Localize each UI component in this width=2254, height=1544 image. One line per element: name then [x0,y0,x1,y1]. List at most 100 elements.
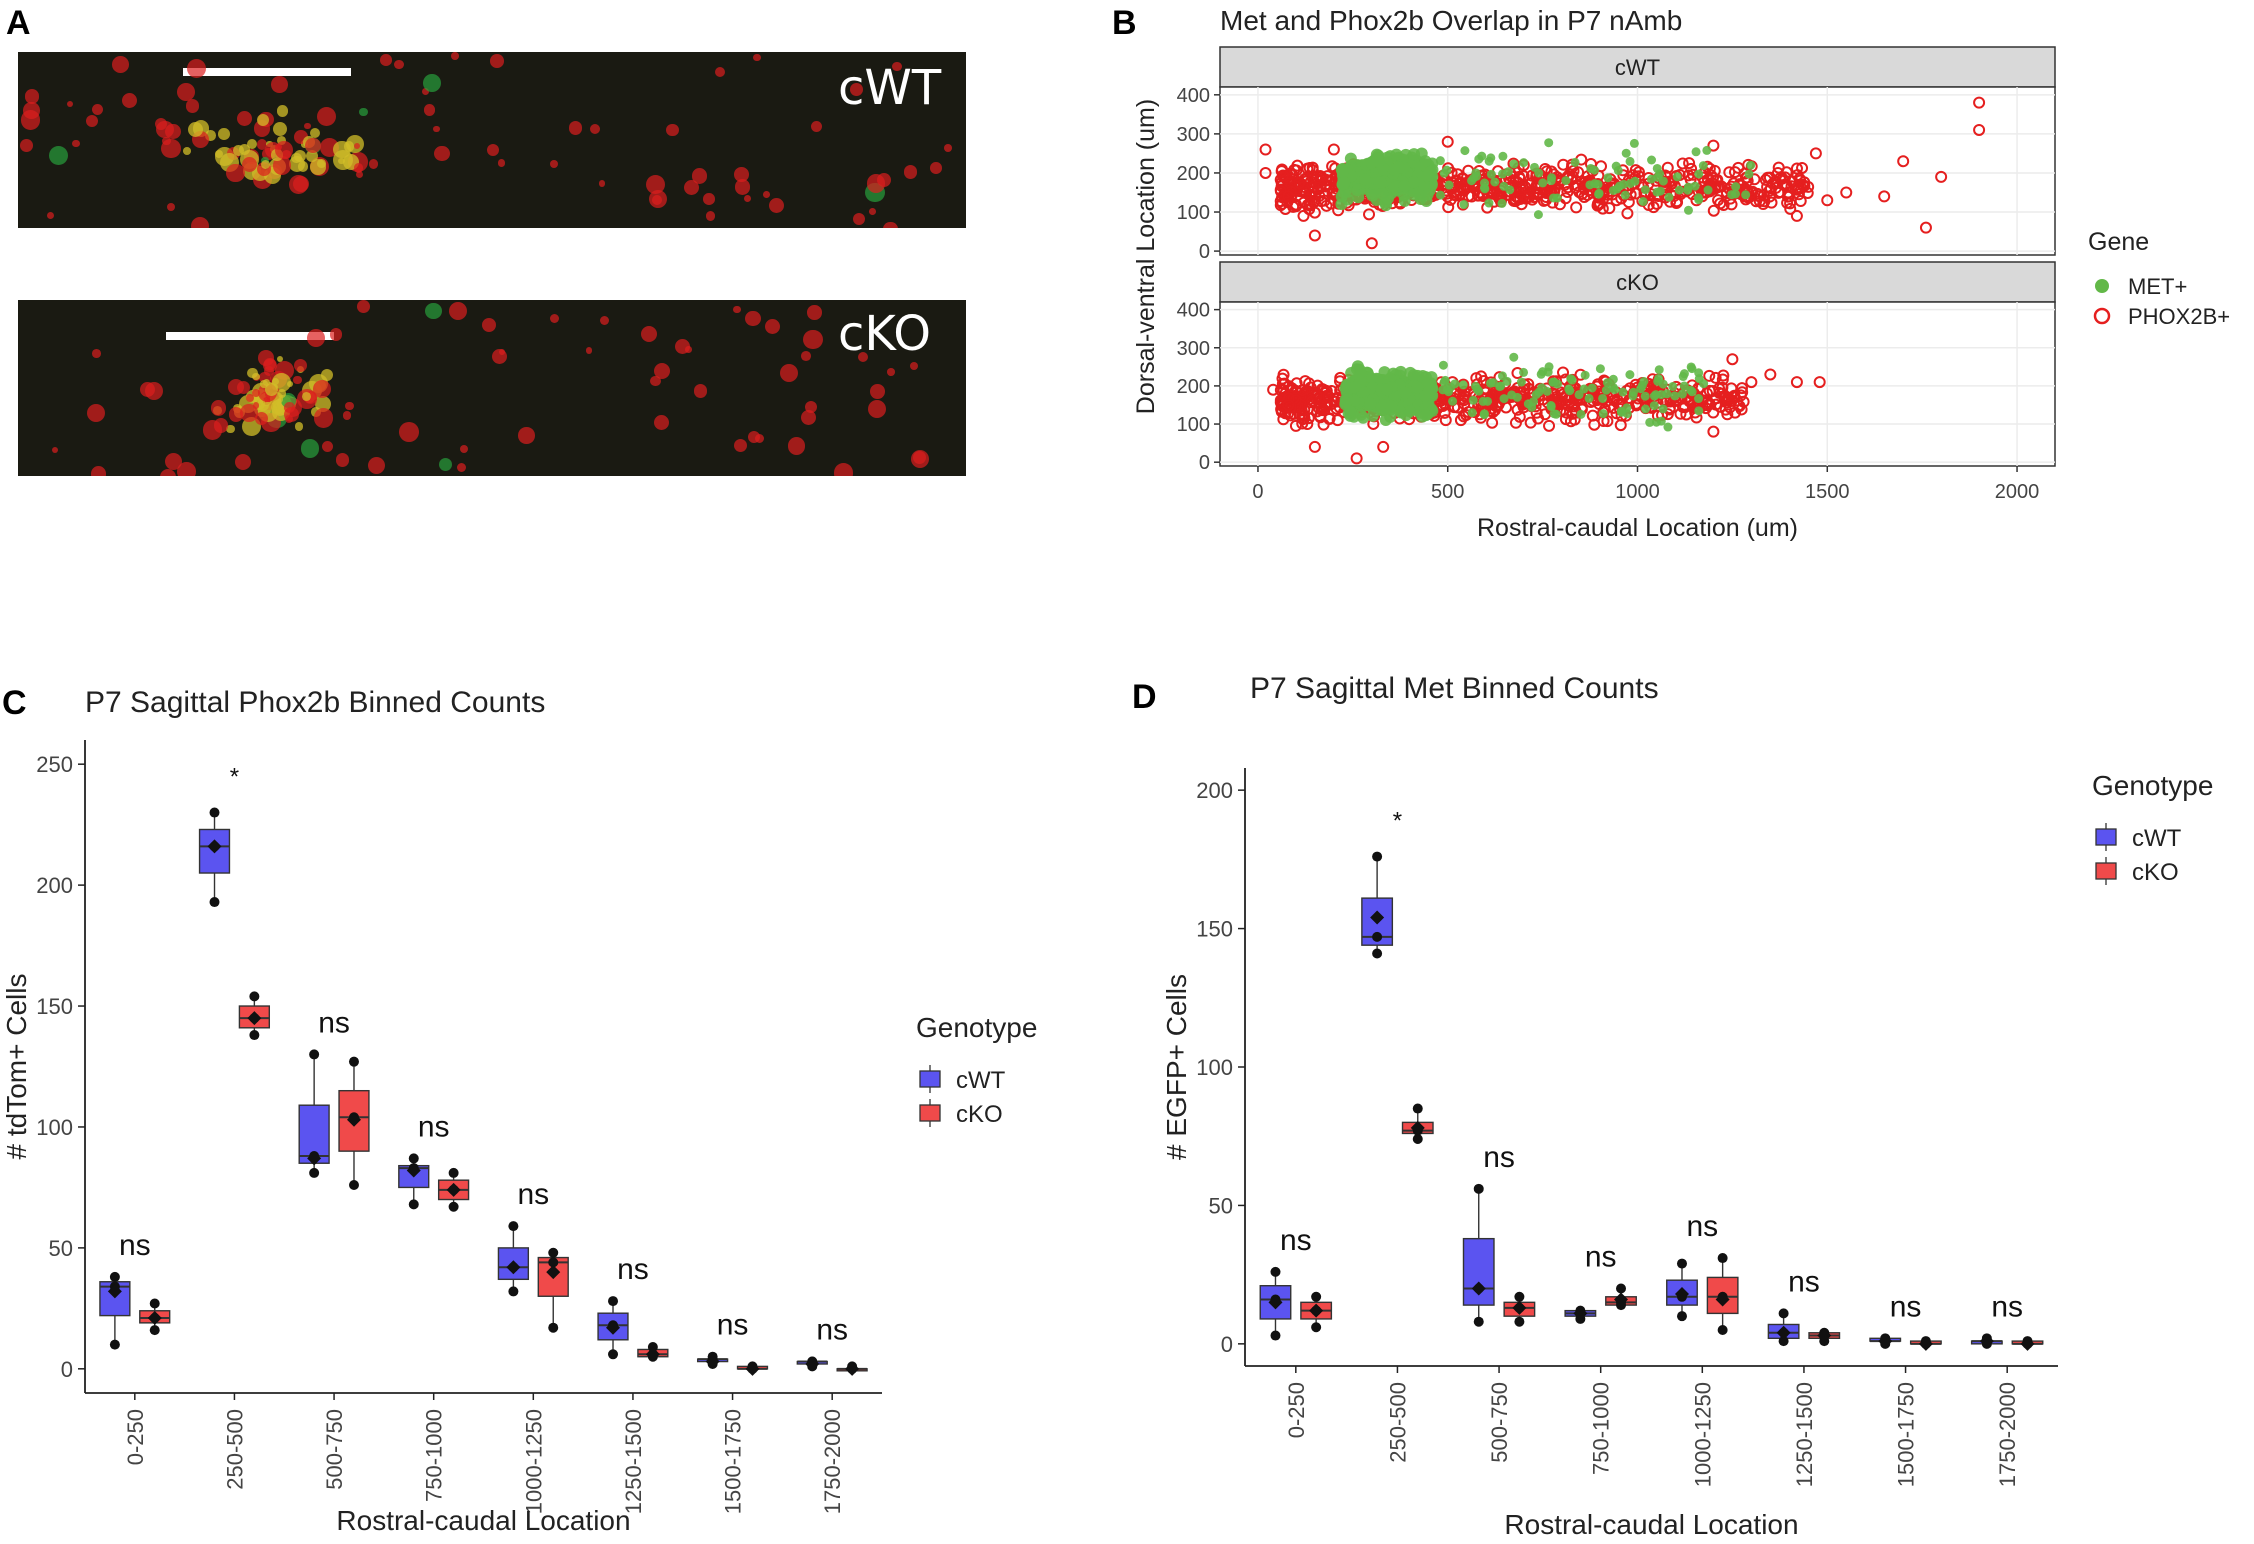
phox2b-point [1451,168,1464,181]
phox2b-point [1377,440,1390,453]
cell-blob [869,384,885,400]
cell-blob [237,381,251,395]
y-tick-label: 0 [1199,241,1210,263]
phox2b-point [1519,181,1532,194]
phox2b-point [1725,198,1738,211]
cell-blob [226,424,235,434]
cell-blob [568,121,583,135]
cell-blob [210,400,226,416]
met-point [1523,399,1533,409]
x-tick-label: 2000 [1995,481,2040,503]
met-point [1497,198,1507,208]
significance-label: ns [1788,1265,1820,1298]
phox2b-point [1363,208,1376,221]
met-point [1477,151,1487,161]
legend-phox-marker [2093,307,2111,325]
mean-marker [1776,1325,1791,1340]
cell-blob [811,121,823,133]
data-point [209,807,220,818]
phox2b-point [1566,170,1579,183]
met-point [1364,397,1377,410]
met-point [1663,422,1673,432]
phox2b-point [1365,237,1378,250]
cell-blob [645,174,665,194]
data-point [1514,1291,1525,1302]
met-point [1625,156,1635,166]
phox2b-point [1306,161,1319,174]
phox2b-point [1318,194,1331,207]
phox2b-point [1784,202,1797,215]
met-point [1366,189,1379,202]
met-point [1344,152,1357,165]
mean-marker [745,1361,760,1376]
phox2b-point [1301,418,1314,431]
phox2b-point [1289,419,1302,432]
cell-blob [313,408,334,429]
met-point [1357,411,1370,424]
met-point [1656,416,1666,426]
cell-blob [892,62,902,72]
met-point [1598,409,1608,419]
phox2b-point [1661,408,1674,421]
cell-blob [245,393,254,402]
data-point [1616,1283,1627,1294]
cell-blob [550,313,560,323]
cell-blob [903,165,918,180]
cell-blob [156,120,174,138]
met-point [1440,375,1450,385]
y-tick-label: 200 [1177,376,1210,398]
phox2b-point [1441,135,1454,148]
cell-blob [20,110,41,130]
phox2b-point [1543,419,1556,432]
met-point [1420,409,1433,422]
phox2b-point [1973,123,1986,136]
phox2b-point [1717,369,1730,382]
mean-marker [1471,1281,1486,1296]
phox2b-point [1763,184,1776,197]
met-point [1444,180,1454,190]
panel-letter: C [2,684,27,722]
x-tick-label: 1500-1750 [1894,1382,1919,1487]
x-tick-label: 1750-2000 [1995,1382,2020,1487]
mean-marker [1674,1287,1689,1302]
data-point [448,1201,459,1212]
cell-blob [236,110,252,126]
phox2b-point [1509,416,1522,429]
met-point [1610,385,1620,395]
cell-blob [448,301,468,320]
met-point [1365,156,1378,169]
significance-label: ns [617,1253,649,1286]
cell-blob [185,99,200,113]
facet-strip [1219,261,2056,303]
met-point [1519,158,1529,168]
met-point [1620,190,1630,200]
met-point [1601,385,1611,395]
phox2b-point [1350,452,1363,465]
mean-marker [1979,1334,1994,1349]
phox2b-point [1840,186,1853,199]
met-point [1467,408,1477,418]
cell-blob [801,351,812,362]
data-point [1778,1336,1789,1347]
cell-blob [768,197,785,214]
cell-blob [283,406,299,422]
cell-blob [307,329,325,348]
data-point [1676,1311,1687,1322]
significance-label: ns [717,1309,749,1342]
mean-marker [107,1284,122,1299]
met-point [1486,169,1496,179]
cell-blob [256,139,268,150]
phox2b-point [1790,209,1803,222]
met-point [1468,395,1478,405]
met-point [1404,366,1417,379]
met-point [1376,187,1389,200]
phox2b-point [1311,181,1324,194]
met-point [1458,380,1468,390]
cell-blob [274,409,282,416]
met-point [1335,190,1348,203]
met-point [1561,176,1571,186]
data-point [408,1153,419,1164]
y-tick-label: 400 [1177,85,1210,107]
cell-blob [305,149,318,162]
cell-blob [140,381,156,397]
